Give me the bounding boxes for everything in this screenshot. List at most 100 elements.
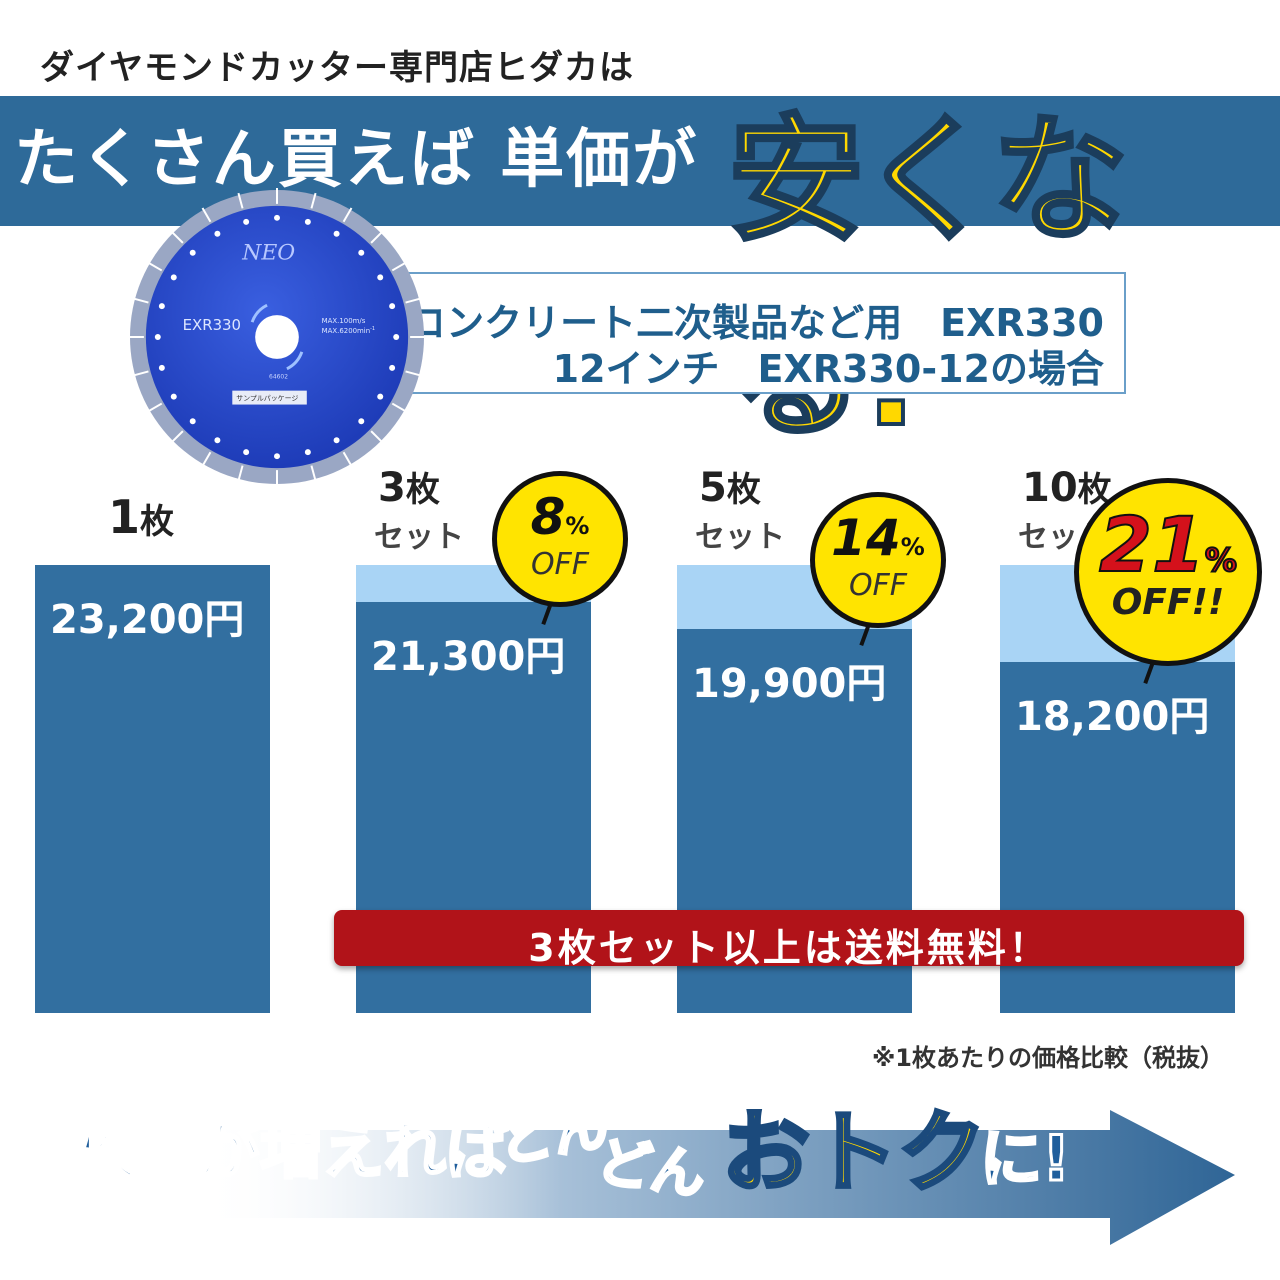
bar	[35, 565, 270, 1013]
blade-sticker	[232, 390, 307, 405]
blade-slots	[154, 214, 400, 460]
blade-slot	[333, 230, 340, 237]
slogan-part5: に!	[978, 1121, 1071, 1197]
category-set-label: セット	[695, 520, 785, 555]
blade-slot	[358, 249, 365, 256]
discount-off-label: OFF	[530, 547, 590, 583]
rotation-arrow-icon	[286, 351, 304, 371]
blade-gullet	[201, 451, 212, 467]
discount-off-label: OFF	[848, 568, 908, 604]
discount-off-label: OFF!!	[1111, 581, 1225, 623]
discount-percent: 21%	[1079, 499, 1257, 590]
blade-slot	[243, 449, 250, 456]
blade-brand: NEO	[241, 241, 295, 266]
blade-slot	[189, 418, 196, 425]
category-unit: 枚	[140, 502, 175, 542]
blade-gullet	[370, 230, 384, 244]
blade-slot	[189, 249, 196, 256]
blade-gullet	[132, 370, 149, 377]
blade-gullet	[342, 451, 353, 467]
blade-gullet	[370, 430, 384, 444]
blade-arbor-hole	[255, 315, 299, 359]
blade-gullet	[201, 207, 212, 223]
blade-gullet	[132, 297, 149, 304]
price-note: ※1枚あたりの価格比較（税抜）	[871, 1044, 1224, 1072]
discount-percent: 14%	[815, 509, 941, 567]
blade-spec-1: MAX.100m/s	[322, 317, 366, 325]
headline-banner	[0, 96, 1280, 226]
blade-gullet	[147, 261, 163, 272]
headline-emphasis: 安くなる!	[726, 100, 1130, 459]
product-line-2: 12インチ EXR330-12の場合	[552, 347, 1104, 391]
slogan-part1: 枚数が増えれば	[72, 1113, 509, 1189]
discount-percent: 8%	[497, 488, 623, 546]
product-info-box: コンクリート二次製品など用 EXR330 12インチ EXR330-12の場合	[300, 272, 1126, 394]
blade-gullet	[405, 297, 422, 304]
slogan-part3: どん	[592, 1128, 711, 1208]
blade-model: EXR330	[183, 316, 241, 334]
blade-gullet	[391, 402, 407, 413]
blade-spec-2-text: MAX.6200min	[322, 327, 370, 335]
bar-value-label: 21,300円	[371, 633, 566, 680]
blade-slot	[274, 214, 280, 221]
discount-badge: 14% OFF	[810, 492, 946, 628]
bar-value-label: 19,900円	[692, 660, 887, 707]
category-label: 5枚	[699, 462, 761, 511]
slogan-part4: おトク	[720, 1099, 988, 1206]
category-label: 1枚	[108, 490, 174, 544]
blade-slot	[154, 334, 161, 340]
blade-slot	[377, 393, 384, 400]
blade-segments	[128, 188, 426, 486]
discount-percent-sign: %	[1204, 540, 1238, 580]
blade-slot	[274, 453, 280, 460]
category-unit: 枚	[405, 470, 440, 510]
diamond-blade-image: NEO EXR330 MAX.100m/s MAX.6200min-1 6460…	[128, 188, 426, 486]
blade-spec-2: MAX.6200min-1	[322, 326, 375, 335]
blade-slot	[377, 274, 384, 281]
blade-gullet	[170, 430, 184, 444]
discount-number: 14	[831, 509, 901, 568]
blade-slot	[158, 364, 165, 371]
bar-value-label: 18,200円	[1015, 693, 1210, 740]
blade-gullet	[405, 370, 422, 377]
blade-spec-2-sup: -1	[370, 326, 375, 332]
category-qty: 10	[1022, 465, 1078, 511]
discount-percent-sign: %	[900, 533, 925, 562]
blade-slot	[393, 334, 400, 340]
blade-gullet	[342, 207, 353, 223]
blade-slot	[389, 364, 396, 371]
blade-slot	[243, 218, 250, 225]
blade-gullet	[147, 402, 163, 413]
blade-slot	[304, 449, 311, 456]
bar-value-label: 23,200円	[50, 597, 245, 643]
blade-slot	[158, 303, 165, 310]
blade-slot	[214, 437, 221, 444]
trend-arrow-icon	[200, 1110, 1235, 1245]
blade-gullet	[391, 261, 407, 272]
blade-slot	[304, 218, 311, 225]
category-qty: 5	[699, 465, 727, 511]
blade-slot	[170, 393, 177, 400]
blade-gullet	[237, 192, 244, 209]
blade-sticker-text: サンプルパッケージ	[236, 395, 298, 403]
category-set-label: セット	[374, 520, 464, 555]
category-unit: 枚	[726, 470, 761, 510]
blade-slot	[389, 303, 396, 310]
blade-gullet	[237, 465, 244, 482]
category-qty: 3	[378, 465, 406, 511]
discount-badge: 21% OFF!!	[1074, 478, 1262, 666]
blade-gullet	[310, 192, 317, 209]
discount-number: 21	[1098, 499, 1206, 590]
free-shipping-banner: 3枚セット以上は送料無料！	[334, 910, 1244, 970]
discount-number: 8	[530, 488, 566, 547]
blade-code: 64602	[269, 374, 288, 381]
headline-text: たくさん買えば 単価が	[14, 123, 699, 197]
blade-slot	[214, 230, 221, 237]
category-qty: 1	[108, 490, 141, 544]
blade-slot	[333, 437, 340, 444]
discount-badge: 8% OFF	[492, 471, 628, 607]
discount-percent-sign: %	[565, 512, 590, 541]
product-line-1: コンクリート二次製品など用 EXR330	[408, 301, 1104, 345]
store-subtitle: ダイヤモンドカッター専門店ヒダカは	[40, 48, 634, 88]
free-shipping-text: 3枚セット以上は送料無料！	[528, 926, 1050, 970]
